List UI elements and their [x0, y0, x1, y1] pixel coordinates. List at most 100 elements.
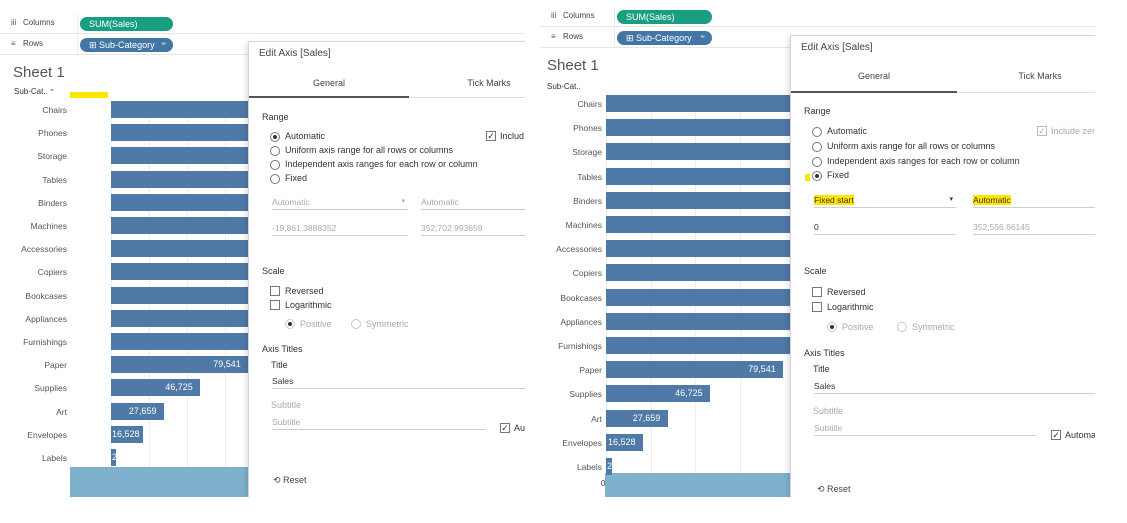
bar-supplies[interactable] — [111, 379, 201, 397]
category-label: Chairs — [42, 105, 67, 115]
bar-phones[interactable] — [606, 119, 790, 137]
bar-supplies[interactable] — [606, 385, 710, 403]
category-label: Copiers — [37, 267, 67, 278]
x-axis-band[interactable] — [70, 467, 248, 497]
range-end-dropdown[interactable]: Automatic — [421, 196, 525, 210]
tab-general[interactable]: General — [857, 71, 891, 81]
bar-chairs[interactable] — [606, 95, 790, 112]
radio-symmetric[interactable] — [897, 322, 907, 332]
bar-art[interactable] — [111, 402, 164, 420]
rows-pill-sub-category[interactable]: ⊞ Sub-Category ⁼ — [617, 31, 712, 45]
bar-bookcases[interactable] — [606, 288, 790, 306]
subtitle-label: Subtitle — [813, 406, 844, 416]
reversed-checkbox[interactable] — [812, 287, 822, 297]
radio-uniform[interactable] — [270, 146, 280, 156]
rows-pill-sub-category[interactable]: ⊞ Sub-Category ⁼ — [80, 38, 173, 52]
bar-phones[interactable] — [111, 124, 248, 142]
category-label: Paper — [44, 360, 67, 371]
radio-automatic[interactable] — [812, 127, 822, 137]
columns-pill-sum-sales[interactable]: SUM(Sales) — [80, 17, 173, 31]
include-zero-checkbox[interactable]: ✓ — [1037, 126, 1047, 136]
scale-section-label: Scale — [804, 266, 827, 276]
range-end-input[interactable]: 352,702.993659 — [421, 222, 525, 236]
tab-tick-marks[interactable]: Tick Marks — [1018, 71, 1062, 81]
bar-accessories[interactable] — [111, 240, 248, 258]
rows-pill-label: ⊞ Sub-Category — [626, 33, 692, 43]
range-section-label: Range — [804, 106, 831, 116]
bar-tables[interactable] — [606, 167, 790, 185]
category-label: Appliances — [560, 316, 602, 327]
category-label: Phones — [38, 128, 67, 139]
reset-button[interactable]: ⟲ Reset — [817, 484, 851, 494]
bar-labels[interactable] — [606, 458, 612, 475]
bar-envelopes[interactable] — [606, 433, 643, 451]
reset-button[interactable]: ⟲ Reset — [273, 475, 307, 485]
category-label: Tables — [577, 171, 602, 182]
range-end-dropdown[interactable]: Automatic — [973, 194, 1095, 208]
bar-paper[interactable] — [606, 361, 783, 379]
tab-tick-marks[interactable]: Tick Marks — [467, 78, 511, 88]
range-start-input[interactable]: 0 — [814, 221, 956, 235]
bar-machines[interactable] — [111, 217, 248, 234]
dialog-title: Edit Axis [Sales] — [259, 48, 331, 59]
tab-general[interactable]: General — [312, 78, 346, 88]
bar-labels[interactable] — [111, 449, 117, 466]
bar-bookcases[interactable] — [111, 286, 248, 304]
sub-category-header[interactable]: Sub-Cat.. ⁼ — [14, 87, 55, 96]
range-start-dropdown[interactable]: Fixed start ▾ — [814, 194, 956, 208]
subtitle-input[interactable]: Subtitle — [814, 422, 1036, 436]
bar-paper[interactable] — [111, 356, 248, 374]
sort-icon: ⁼ — [161, 40, 166, 50]
bar-value-label: 79,541 — [213, 359, 241, 370]
bar-envelopes[interactable] — [111, 425, 143, 443]
subtitle-automatic-checkbox[interactable]: ✓ — [1051, 430, 1061, 440]
x-axis-band[interactable] — [605, 473, 790, 497]
include-zero-checkbox[interactable]: ✓ — [486, 131, 496, 141]
radio-fixed[interactable] — [812, 171, 822, 181]
rows-pill-label: ⊞ Sub-Category — [89, 40, 155, 50]
title-input[interactable]: Sales — [272, 375, 525, 389]
radio-uniform[interactable] — [812, 142, 822, 152]
radio-independent[interactable] — [812, 157, 822, 167]
category-label: Bookcases — [560, 292, 602, 303]
bar-appliances[interactable] — [606, 312, 790, 330]
range-end-input[interactable]: 352,556.66145 — [973, 221, 1095, 235]
axis-titles-section-label: Axis Titles — [804, 348, 845, 358]
radio-independent[interactable] — [270, 160, 280, 170]
logarithmic-checkbox[interactable] — [270, 300, 280, 310]
bar-binders[interactable] — [606, 191, 790, 209]
option-uniform-label: Uniform axis range for all rows or colum… — [285, 145, 454, 155]
range-start-input[interactable]: -19,861.3888352 — [272, 222, 408, 236]
columns-pill-sum-sales[interactable]: SUM(Sales) — [617, 10, 712, 24]
option-independent-label: Independent axis ranges for each row or … — [827, 156, 1020, 166]
bar-appliances[interactable] — [111, 309, 248, 327]
bar-tables[interactable] — [111, 170, 248, 188]
radio-fixed[interactable] — [270, 174, 280, 184]
radio-positive[interactable] — [827, 322, 837, 332]
gridline — [695, 95, 696, 473]
bar-chairs[interactable] — [111, 101, 248, 118]
radio-symmetric[interactable] — [351, 319, 361, 329]
radio-positive[interactable] — [285, 319, 295, 329]
subtitle-input[interactable]: Subtitle — [272, 416, 486, 430]
sub-category-header[interactable]: Sub-Cat.. — [547, 82, 581, 91]
bar-storage[interactable] — [111, 147, 248, 165]
bar-accessories[interactable] — [606, 240, 790, 258]
bar-binders[interactable] — [111, 193, 248, 211]
bar-copiers[interactable] — [111, 263, 248, 281]
bar-furnishings[interactable] — [606, 337, 790, 354]
bar-art[interactable] — [606, 409, 668, 427]
radio-automatic[interactable] — [270, 132, 280, 142]
subtitle-automatic-checkbox[interactable]: ✓ — [500, 423, 510, 433]
bar-value-label: 46,725 — [675, 388, 703, 399]
reversed-checkbox[interactable] — [270, 286, 280, 296]
bar-copiers[interactable] — [606, 264, 790, 282]
title-input[interactable]: Sales — [814, 380, 1095, 394]
columns-shelf: iii Columns SUM(Sales) — [540, 7, 1095, 27]
logarithmic-checkbox[interactable] — [812, 302, 822, 312]
bar-furnishings[interactable] — [111, 333, 248, 350]
range-start-dropdown[interactable]: Automatic ▾ — [272, 196, 408, 210]
bar-value-label: 27,659 — [128, 405, 157, 416]
bar-storage[interactable] — [606, 143, 790, 161]
bar-machines[interactable] — [606, 216, 790, 233]
